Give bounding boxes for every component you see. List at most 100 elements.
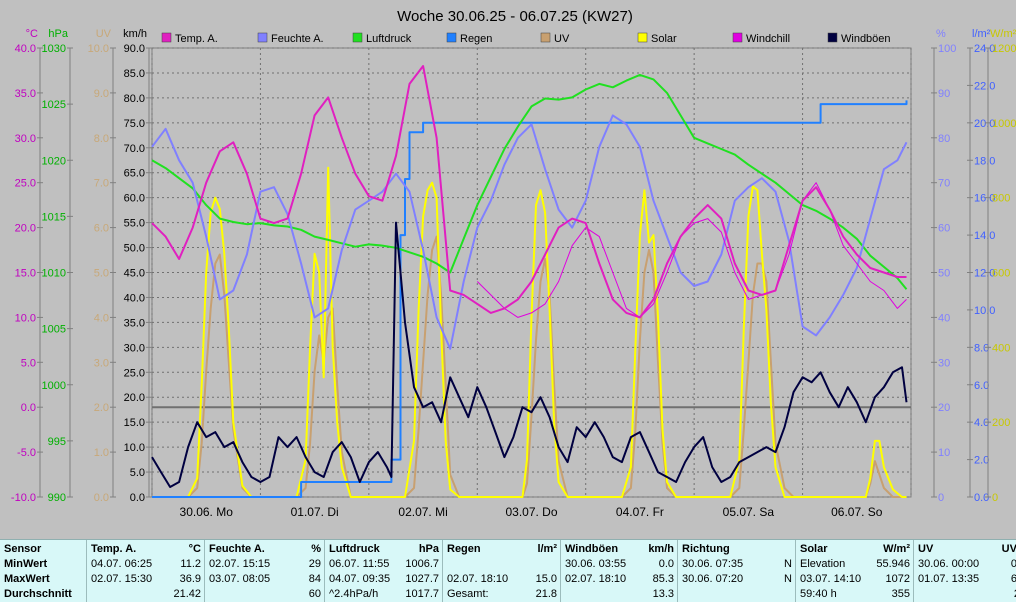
axis-label-wind-14: 70.0 bbox=[124, 143, 145, 155]
x-tick-label-3: 03.07. Do bbox=[505, 505, 557, 519]
axis-label-rain-3: 6.0 bbox=[974, 380, 989, 392]
stats-cell-row bbox=[682, 587, 792, 602]
axis-label-uv-9: 9.0 bbox=[94, 88, 109, 100]
axis-label-pressure-8: 1030 bbox=[42, 43, 66, 55]
stats-header: Temp. A. °C bbox=[91, 542, 201, 557]
legend-swatch-6 bbox=[732, 32, 743, 43]
axis-label-rain-2: 4.0 bbox=[974, 417, 989, 429]
stats-cell-time: 03.07. 14:10 bbox=[800, 573, 862, 585]
stats-row-labels: Sensor MinWert MaxWert Durchschnitt bbox=[0, 540, 86, 602]
stats-cell-row: 21.42 bbox=[91, 587, 201, 602]
stats-cell-value: 1072 bbox=[885, 573, 910, 585]
axis-label-solar-3: 600 bbox=[992, 268, 1010, 280]
axis-label-pressure-5: 1015 bbox=[42, 211, 66, 223]
axis-label-temp-3: 5.0 bbox=[21, 357, 36, 369]
stats-col-0: Temp. A. °C 04.07. 06:25 11.2 02.07. 15:30 36… bbox=[86, 540, 205, 602]
axis-label-pressure-4: 1010 bbox=[42, 268, 66, 280]
legend-label-0: Temp. A. bbox=[175, 33, 218, 45]
stats-cell-row: 01.07. 13:35 6. bbox=[918, 572, 1016, 587]
axis-label-solar-5: 1000 bbox=[992, 118, 1016, 130]
stats-cell-value: 85.3 bbox=[652, 573, 674, 585]
axis-unit-humidity: % bbox=[936, 28, 946, 40]
stats-header-title: Temp. A. bbox=[91, 543, 137, 555]
stats-header: UV UV- bbox=[918, 542, 1016, 557]
stats-cell-row: 30.06. 07:20 N bbox=[682, 572, 792, 587]
row-label-max: MaxWert bbox=[4, 573, 50, 585]
axis-label-humidity-7: 70 bbox=[938, 178, 950, 190]
stats-cell-time: 02.07. 15:15 bbox=[209, 558, 271, 570]
x-tick-label-1: 01.07. Di bbox=[291, 505, 339, 519]
legend-label-1: Feuchte A. bbox=[271, 33, 324, 45]
stats-cell-row: 06.07. 11:55 1006.7 bbox=[329, 557, 439, 572]
stats-col-6: Solar W/m² Elevation 55.946 03.07. 14:10 1072… bbox=[795, 540, 914, 602]
axis-label-wind-9: 45.0 bbox=[124, 268, 145, 280]
legend-swatch-5 bbox=[637, 32, 648, 43]
stats-cell-value: 0. bbox=[1011, 557, 1016, 572]
stats-cell-value: N bbox=[784, 573, 792, 585]
stats-cell-time: ^2.4hPa/h bbox=[329, 588, 379, 600]
stats-header-title: Windböen bbox=[565, 543, 619, 555]
stats-col-5: Richtung 30.06. 07:35 N 30.06. 07:20 N bbox=[677, 540, 796, 602]
stats-cell-time: 30.06. 03:55 bbox=[565, 558, 627, 570]
axis-label-wind-10: 50.0 bbox=[124, 243, 145, 255]
legend-swatch-0 bbox=[161, 32, 172, 43]
stats-cell-row: 04.07. 06:25 11.2 bbox=[91, 557, 201, 572]
axis-label-rain-5: 10.0 bbox=[974, 305, 995, 317]
legend-swatch-2 bbox=[352, 32, 363, 43]
stats-cell-value: 1017.7 bbox=[405, 588, 439, 600]
stats-cell-value: 11.2 bbox=[180, 558, 201, 570]
stats-cell-row: 03.07. 14:10 1072 bbox=[800, 572, 910, 587]
stats-cell-row: 30.06. 03:55 0.0 bbox=[565, 557, 674, 572]
row-label-avg: Durchschnitt bbox=[4, 588, 72, 600]
stats-cell-value: 1006.7 bbox=[405, 558, 439, 570]
axis-label-pressure-1: 995 bbox=[48, 436, 66, 448]
stats-cell-row: Elevation 55.946 bbox=[800, 557, 910, 572]
axis-label-temp-7: 25.0 bbox=[15, 178, 36, 190]
axis-label-humidity-9: 90 bbox=[938, 88, 950, 100]
stats-cell-row: 02.07. 18:10 15.0 bbox=[447, 572, 557, 587]
axis-label-temp-1: -5.0 bbox=[17, 447, 36, 459]
axis-label-wind-16: 80.0 bbox=[124, 93, 145, 105]
axis-label-pressure-3: 1005 bbox=[42, 324, 66, 336]
x-tick-label-2: 02.07. Mi bbox=[398, 505, 447, 519]
stats-cell-value: 15.0 bbox=[535, 573, 557, 585]
axis-label-wind-8: 40.0 bbox=[124, 292, 145, 304]
axis-label-humidity-4: 40 bbox=[938, 312, 950, 324]
stats-cell-time: 59:40 h bbox=[800, 588, 837, 600]
stats-cell-row: 04.07. 09:35 1027.7 bbox=[329, 572, 439, 587]
weekly-weather-chart: Woche 30.06.25 - 06.07.25 (KW27) Temp. A… bbox=[10, 8, 1016, 519]
legend-label-2: Luftdruck bbox=[366, 33, 412, 45]
stats-header-unit: °C bbox=[188, 543, 201, 555]
stats-cell-time: Elevation bbox=[800, 558, 846, 570]
legend-swatch-7 bbox=[827, 32, 838, 43]
axis-label-solar-2: 400 bbox=[992, 342, 1010, 354]
stats-header: Solar W/m² bbox=[800, 542, 910, 557]
stats-header: Feuchte A.% bbox=[209, 542, 321, 557]
axis-label-rain-10: 20.0 bbox=[974, 118, 995, 130]
stats-cell-value: N bbox=[784, 558, 792, 570]
stats-cell-value: 29 bbox=[308, 558, 321, 570]
axis-label-wind-5: 25.0 bbox=[124, 367, 145, 379]
stats-cell-value: 21.8 bbox=[535, 588, 557, 600]
series-line-temp bbox=[151, 65, 907, 319]
axis-label-humidity-0: 0 bbox=[938, 492, 944, 504]
x-tick-label-0: 30.06. Mo bbox=[180, 505, 234, 519]
axis-label-rain-8: 16.0 bbox=[974, 193, 995, 205]
stats-cell-row: 02.07. 15:15 29 bbox=[209, 557, 321, 572]
axis-unit-wind: km/h bbox=[123, 28, 147, 40]
stats-cell-value: 0.0 bbox=[658, 558, 674, 570]
axis-label-temp-6: 20.0 bbox=[15, 223, 36, 235]
stats-cell-time: 30.06. 07:20 bbox=[682, 573, 744, 585]
axis-label-wind-3: 15.0 bbox=[124, 417, 145, 429]
axis-label-temp-10: 40.0 bbox=[15, 43, 36, 55]
axis-label-wind-12: 60.0 bbox=[124, 193, 145, 205]
stats-header-title: Richtung bbox=[682, 543, 730, 555]
axis-label-wind-2: 10.0 bbox=[124, 442, 145, 454]
stats-cell-row: ^2.4hPa/h 1017.7 bbox=[329, 587, 439, 602]
axis-label-wind-6: 30.0 bbox=[124, 342, 145, 354]
chart-series bbox=[151, 65, 911, 498]
legend-label-3: Regen bbox=[460, 33, 492, 45]
stats-cell-time: 04.07. 06:25 bbox=[91, 558, 153, 570]
legend-label-5: Solar bbox=[651, 33, 677, 45]
stats-cell-value: 1027.7 bbox=[405, 573, 439, 585]
